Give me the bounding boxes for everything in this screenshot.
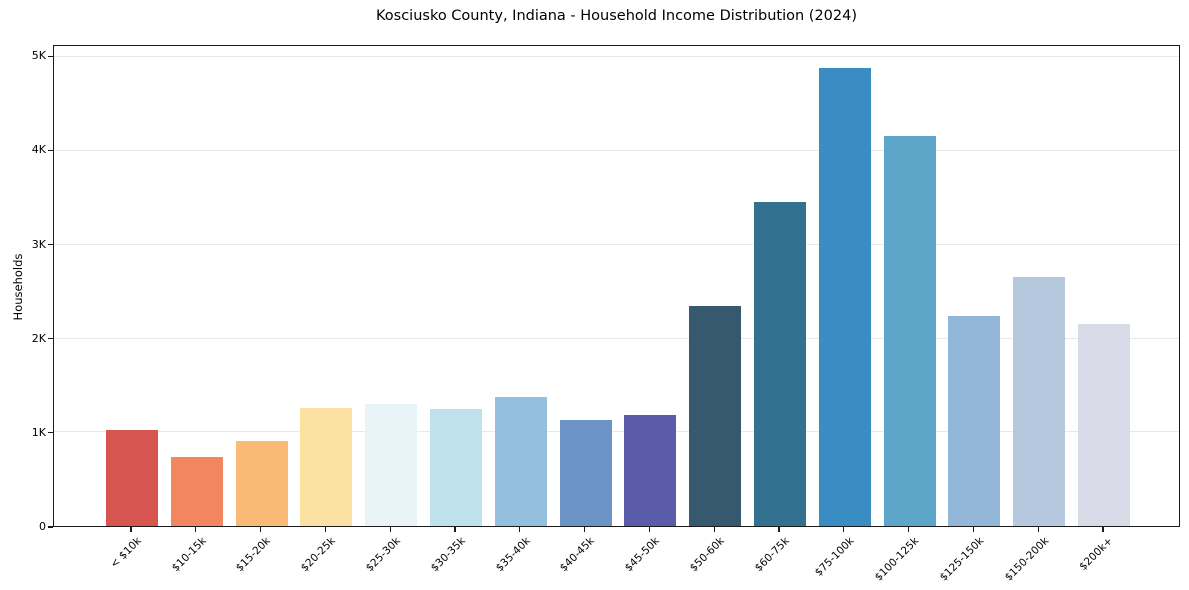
x-tick-label-$40-45k: $40-45k <box>558 535 598 575</box>
y-tick-1K <box>48 432 53 434</box>
x-tick-$25-30k <box>389 527 391 532</box>
bar-$60-75k <box>754 202 806 526</box>
y-tick-5K <box>48 55 53 57</box>
bar-$150-200k <box>1013 276 1066 526</box>
bar-$200k+ <box>1078 323 1130 526</box>
gridline-5K <box>54 56 1179 58</box>
plot-area <box>53 45 1180 527</box>
y-tick-label-1K: 1K <box>31 425 46 439</box>
chart-title: Kosciusko County, Indiana - Household In… <box>375 8 857 24</box>
x-tick-$20-25k <box>324 527 326 532</box>
y-tick-4K <box>48 149 53 152</box>
bar-< $10k <box>106 429 158 526</box>
x-tick-label-$200k+: $200k+ <box>1077 535 1116 573</box>
y-tick-label-0: 0 <box>39 520 46 533</box>
x-tick-$30-35k <box>454 527 456 532</box>
y-tick-0 <box>48 526 53 528</box>
x-tick-label-$20-25k: $20-25k <box>298 535 338 575</box>
y-tick-3K <box>48 243 53 246</box>
x-tick-label-$15-20k: $15-20k <box>234 535 274 575</box>
y-tick-label-3K: 3K <box>31 237 46 251</box>
y-tick-label-2K: 2K <box>31 331 46 345</box>
x-tick-label-$50-60k: $50-60k <box>687 535 727 575</box>
x-tick-$125-150k <box>972 527 974 532</box>
bar-$100-125k <box>883 136 936 526</box>
x-tick-label-$60-75k: $60-75k <box>752 535 792 575</box>
x-tick-< $10k <box>130 527 132 532</box>
x-tick-label-$30-35k: $30-35k <box>428 535 468 575</box>
bar-$50-60k <box>689 305 742 526</box>
y-tick-label-5K: 5K <box>31 49 46 63</box>
bar-$25-30k <box>365 403 418 526</box>
x-tick-label-$25-30k: $25-30k <box>363 535 403 575</box>
x-tick-label-< $10k: < $10k <box>107 535 144 571</box>
x-tick-$60-75k <box>778 527 780 532</box>
x-tick-$10-15k <box>195 527 197 532</box>
x-tick-$200k+ <box>1102 527 1104 532</box>
gridline-4K <box>54 150 1179 151</box>
x-tick-$40-45k <box>584 527 586 532</box>
bar-$20-25k <box>300 407 353 526</box>
bar-$45-50k <box>624 414 677 526</box>
bar-$30-35k <box>430 408 482 526</box>
x-tick-$100-125k <box>908 527 910 532</box>
x-tick-label-$125-150k: $125-150k <box>937 535 986 584</box>
y-tick-2K <box>48 338 53 340</box>
x-tick-$45-50k <box>648 527 650 532</box>
bar-$35-40k <box>494 397 547 526</box>
gridline-3K <box>54 243 1179 245</box>
x-tick-$75-100k <box>843 527 845 532</box>
x-tick-label-$100-125k: $100-125k <box>872 535 922 584</box>
bar-$125-150k <box>948 316 1001 526</box>
x-tick-label-$150-200k: $150-200k <box>1002 535 1051 584</box>
x-tick-label-$10-15k: $10-15k <box>169 535 209 575</box>
bar-$15-20k <box>235 440 288 526</box>
x-tick-label-$75-100k: $75-100k <box>812 535 857 579</box>
x-tick-label-$35-40k: $35-40k <box>493 535 533 575</box>
x-tick-$35-40k <box>519 527 521 532</box>
bar-$75-100k <box>818 67 871 526</box>
y-tick-label-4K: 4K <box>31 143 46 157</box>
x-tick-$150-200k <box>1037 527 1039 532</box>
gridline-2K <box>54 337 1179 339</box>
bar-$10-15k <box>170 457 223 526</box>
x-tick-$50-60k <box>713 527 715 532</box>
gridline-1K <box>54 431 1179 433</box>
x-tick-label-$45-50k: $45-50k <box>622 535 662 575</box>
bar-$40-45k <box>559 419 612 526</box>
x-tick-$15-20k <box>260 527 262 532</box>
